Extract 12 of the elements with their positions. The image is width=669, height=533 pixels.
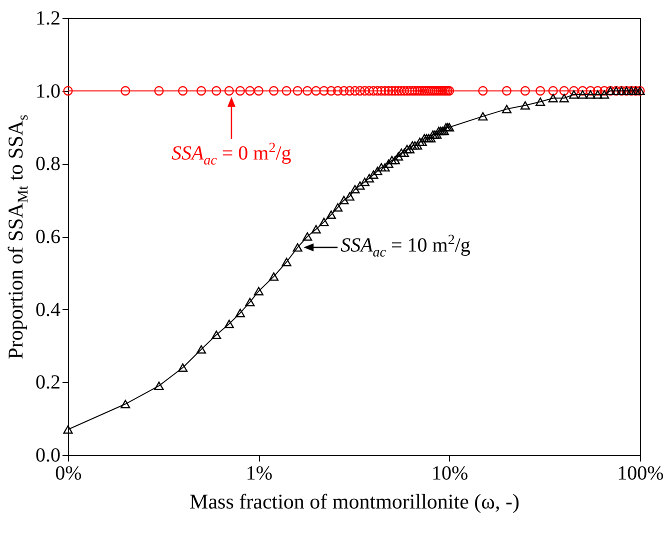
y-tick-label: 1.2 — [36, 8, 60, 30]
y-tick-label: 0.8 — [36, 153, 60, 176]
x-tick-label: 1% — [246, 462, 273, 484]
x-tick-label: 10% — [431, 462, 468, 484]
x-axis-title: Mass fraction of montmorillonite (ω, -) — [190, 490, 520, 514]
y-tick-label: 0.2 — [36, 372, 60, 394]
annotation: SSA$_{ac}$ = 10 m$^{2}$/g — [340, 232, 470, 262]
y-tick-label: 0.4 — [36, 298, 60, 321]
annotation: SSA$_{ac}$ = 0 m$^{2}$/g — [171, 140, 292, 170]
y-tick-label: 1.0 — [36, 80, 60, 102]
x-tick-label: 100% — [617, 462, 664, 484]
y-tick-label: 0.6 — [36, 226, 60, 248]
